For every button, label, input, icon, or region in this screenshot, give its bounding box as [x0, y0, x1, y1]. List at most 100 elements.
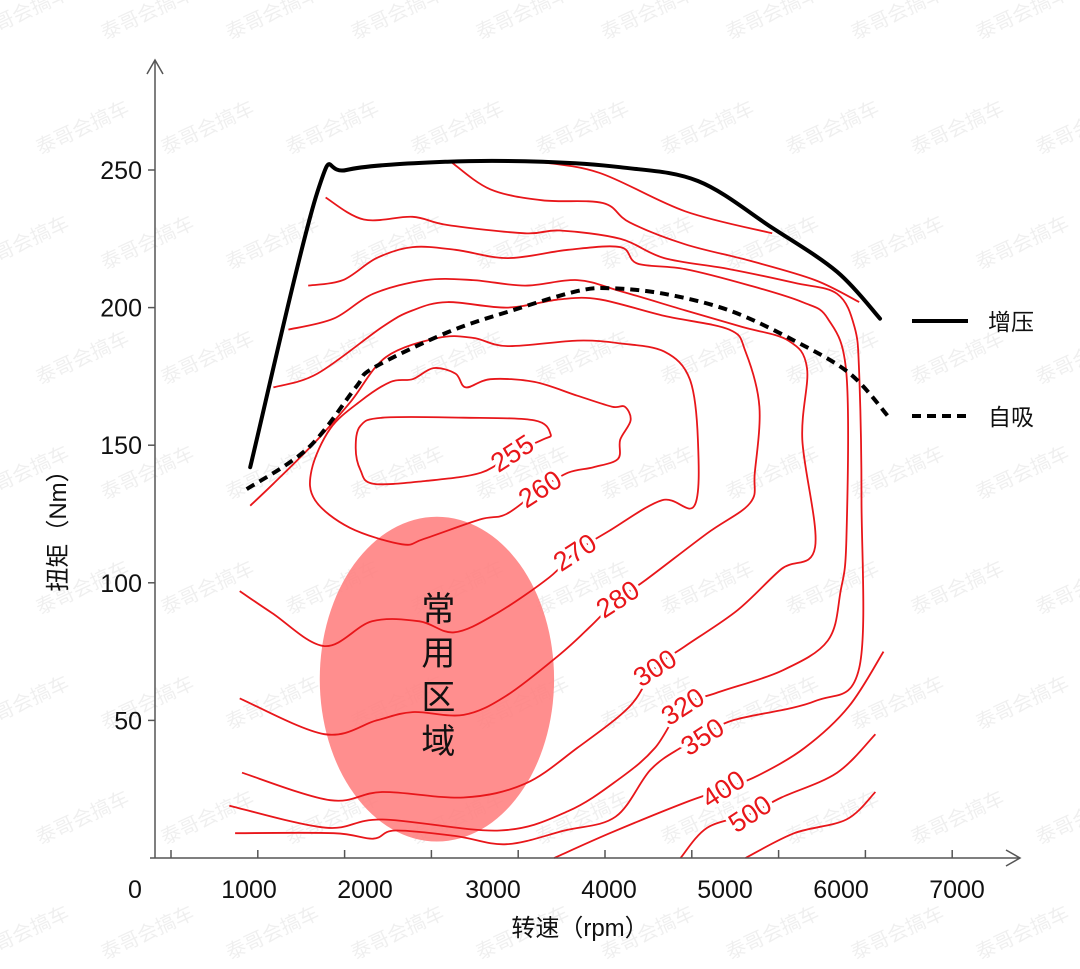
watermark-text: 泰哥会搞车	[657, 326, 757, 389]
watermark-text: 泰哥会搞车	[0, 671, 73, 734]
tick-layer: 1000 2000 3000 4000 5000 6000 7000 50 100 150 200 2…	[100, 157, 985, 904]
legend-label: 增压	[988, 309, 1034, 335]
contour-280	[239, 296, 761, 736]
y-tick-label: 150	[100, 432, 142, 460]
watermark-text: 泰哥会搞车	[907, 786, 1007, 849]
watermark-text: 泰哥会搞车	[347, 901, 447, 964]
common-region-ellipse	[319, 516, 555, 842]
watermark-text: 泰哥会搞车	[157, 326, 257, 389]
watermark-text: 泰哥会搞车	[907, 96, 1007, 159]
contour-260	[309, 367, 632, 546]
watermark-text: 泰哥会搞车	[847, 441, 947, 504]
watermark-text: 泰哥会搞车	[472, 0, 572, 45]
contour-270	[239, 335, 700, 648]
x-tick-label: 6000	[813, 876, 869, 904]
watermark-text: 泰哥会搞车	[0, 0, 73, 45]
x-tick-label: 2000	[337, 876, 393, 904]
watermark-text: 泰哥会搞车	[847, 901, 947, 964]
watermark-text: 泰哥会搞车	[97, 901, 197, 964]
y-tick-label: 50	[114, 707, 142, 735]
y-tick-label: 200	[100, 295, 142, 323]
watermark-text: 泰哥会搞车	[722, 211, 822, 274]
watermark-text: 泰哥会搞车	[907, 326, 1007, 389]
watermark-text: 泰哥会搞车	[972, 901, 1072, 964]
watermark-text: 泰哥会搞车	[847, 671, 947, 734]
x-tick-label: 4000	[581, 876, 637, 904]
contour-400	[553, 651, 885, 859]
torque-curves	[245, 158, 891, 491]
contour-300	[241, 277, 817, 802]
watermark-text: 泰哥会搞车	[32, 786, 132, 849]
turbocharged-curve	[248, 158, 882, 470]
watermark-text: 泰哥会搞车	[722, 901, 822, 964]
watermark-text: 泰哥会搞车	[782, 556, 882, 619]
watermark-text: 泰哥会搞车	[32, 96, 132, 159]
watermark-text: 泰哥会搞车	[847, 211, 947, 274]
common-region	[319, 516, 555, 842]
common-region-label: 常用区域	[416, 591, 454, 767]
origin-label: 0	[128, 876, 142, 904]
watermark-text: 泰哥会搞车	[722, 441, 822, 504]
y-tick-label: 100	[100, 570, 142, 598]
watermark-text: 泰哥会搞车	[532, 786, 632, 849]
x-tick-label: 7000	[929, 876, 985, 904]
watermark-text: 泰哥会搞车	[1032, 326, 1080, 389]
watermark-text: 泰哥会搞车	[157, 556, 257, 619]
contour-label-270: 270	[548, 528, 602, 578]
watermark-text: 泰哥会搞车	[972, 211, 1072, 274]
watermark-text: 泰哥会搞车	[407, 96, 507, 159]
watermark-text: 泰哥会搞车	[1032, 96, 1080, 159]
watermark-text: 泰哥会搞车	[782, 326, 882, 389]
watermark-text: 泰哥会搞车	[972, 671, 1072, 734]
watermark-text: 泰哥会搞车	[347, 0, 447, 45]
watermark-text: 泰哥会搞车	[32, 326, 132, 389]
axes: 0 转速（rpm） 扭矩（Nm）	[45, 58, 1022, 942]
watermark-text: 泰哥会搞车	[657, 96, 757, 159]
watermark-text: 泰哥会搞车	[597, 441, 697, 504]
watermark-text: 泰哥会搞车	[97, 0, 197, 45]
watermark-text: 泰哥会搞车	[722, 0, 822, 45]
watermark-text: 泰哥会搞车	[97, 211, 197, 274]
watermark-text: 泰哥会搞车	[532, 96, 632, 159]
watermark-text: 泰哥会搞车	[1032, 786, 1080, 849]
contour-unlabeled-9	[450, 160, 860, 303]
watermark-text: 泰哥会搞车	[0, 211, 73, 274]
watermark-text: 泰哥会搞车	[972, 0, 1072, 45]
watermark-text: 泰哥会搞车	[222, 671, 322, 734]
watermark-text: 泰哥会搞车	[847, 0, 947, 45]
watermark-text: 泰哥会搞车	[0, 901, 73, 964]
x-tick-label: 3000	[465, 876, 521, 904]
naturally-aspirated-curve	[245, 286, 891, 491]
y-tick-label: 250	[100, 157, 142, 185]
watermark-text: 泰哥会搞车	[782, 96, 882, 159]
watermark-text: 泰哥会搞车	[97, 671, 197, 734]
watermark-text: 泰哥会搞车	[282, 326, 382, 389]
legend-label: 自吸	[988, 404, 1034, 430]
watermark-text: 泰哥会搞车	[1032, 556, 1080, 619]
contour-255	[354, 416, 552, 486]
watermark-text: 泰哥会搞车	[597, 0, 697, 45]
y-axis-arrow-icon	[146, 58, 164, 75]
contour-320	[229, 245, 849, 832]
watermark-text: 泰哥会搞车	[657, 556, 757, 619]
watermark-text: 泰哥会搞车	[782, 786, 882, 849]
watermark-text: 泰哥会搞车	[907, 556, 1007, 619]
watermark-text: 泰哥会搞车	[157, 96, 257, 159]
watermark-text: 泰哥会搞车	[222, 0, 322, 45]
x-axis-title: 转速（rpm）	[511, 915, 648, 942]
watermark-text: 泰哥会搞车	[157, 786, 257, 849]
watermark-text: 泰哥会搞车	[282, 96, 382, 159]
watermark-text: 泰哥会搞车	[472, 211, 572, 274]
watermark-text: 泰哥会搞车	[532, 326, 632, 389]
x-tick-label: 5000	[697, 876, 753, 904]
watermark-text: 泰哥会搞车	[972, 441, 1072, 504]
contour-350	[235, 196, 865, 846]
x-tick-label: 1000	[221, 876, 277, 904]
contour-unlabeled-10	[537, 160, 773, 235]
y-axis-title: 扭矩（Nm）	[45, 458, 72, 591]
x-axis-arrow-icon	[1005, 849, 1022, 867]
contour-unlabeled-11	[745, 791, 877, 859]
